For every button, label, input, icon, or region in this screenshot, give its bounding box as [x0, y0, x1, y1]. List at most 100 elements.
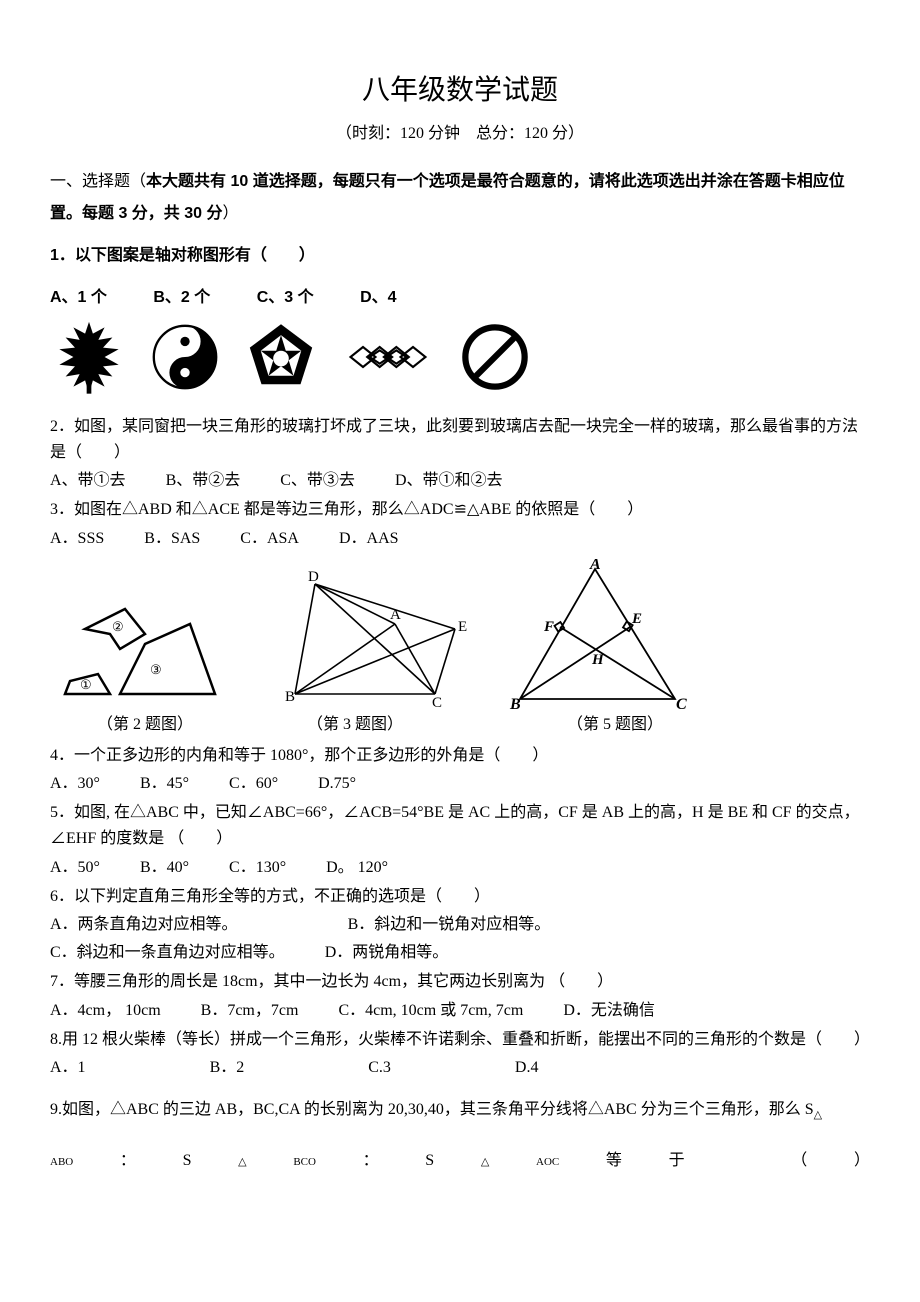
label-A: A: [390, 607, 401, 623]
yinyang-icon: [146, 318, 224, 396]
label-E: E: [458, 619, 467, 635]
section-bold: 本大题共有 10 道选择题，每题只有一个选项是最符合题意的，请将此选项选出并涂在…: [50, 173, 845, 222]
q6-options-2: C．斜边和一条直角边对应相等。 D．两锐角相等。: [50, 941, 870, 965]
q3-options: A．SSS B．SAS C．ASA D．AAS: [50, 527, 870, 551]
q1-opt-a: A、1 个: [50, 289, 107, 306]
q6-opt-b: B．斜边和一锐角对应相等。: [348, 916, 551, 933]
q9-p6: ：: [363, 1149, 379, 1173]
label-3: ③: [150, 662, 162, 677]
label-C: C: [432, 695, 442, 709]
q4-opt-b: B．45°: [140, 775, 189, 792]
q2-options: A、带①去 B、带②去 C、带③去 D、带①和②去: [50, 469, 870, 493]
page-subtitle: （时刻：120 分钟 总分：120 分）: [50, 122, 870, 146]
label-B5: B: [509, 696, 521, 709]
label-A5: A: [589, 559, 601, 573]
q3-opt-a: A．SSS: [50, 530, 104, 547]
q9-line2: ABO ： S △ BCO ： S △ AOC 等 于 （ ）: [50, 1149, 870, 1173]
caption-q3: （第 3 题图）: [240, 713, 470, 737]
q5-opt-b: B．40°: [140, 859, 189, 876]
page-title: 八年级数学试题: [50, 70, 870, 112]
question-1: 1．以下图案是轴对称图形有（ ）: [50, 244, 870, 268]
q9-p1: ABO: [50, 1154, 73, 1171]
q4-options: A．30° B．45° C．60° D.75°: [50, 772, 870, 796]
q9-p9: AOC: [536, 1154, 559, 1171]
label-F5: F: [543, 619, 554, 635]
q1-opt-b: B、2 个: [153, 289, 210, 306]
figure-q5: A B C E F H: [500, 559, 690, 709]
q8-opt-b: B．2: [210, 1059, 245, 1076]
q9-p11: 于: [669, 1149, 685, 1173]
q7-options: A．4cm， 10cm B．7cm，7cm C．4cm, 10cm 或 7cm,…: [50, 999, 870, 1023]
q8-opt-d: D.4: [515, 1059, 539, 1076]
section-prefix: 一、选择题（: [50, 173, 146, 190]
q7-opt-d: D．无法确信: [563, 1002, 655, 1019]
q9-line1: 9.如图，△ABC 的三边 AB，BC,CA 的长别离为 20,30,40，其三…: [50, 1101, 814, 1118]
q2-opt-a: A、带①去: [50, 472, 126, 489]
question-3: 3．如图在△ABD 和△ACE 都是等边三角形，那么△ADC≌△ABE 的依照是…: [50, 497, 870, 523]
q1-options: A、1 个 B、2 个 C、3 个 D、4: [50, 286, 870, 310]
q9-p4: △: [238, 1154, 246, 1171]
section-1-header: 一、选择题（本大题共有 10 道选择题，每题只有一个选项是最符合题意的，请将此选…: [50, 166, 870, 230]
q6-options: A．两条直角边对应相等。 B．斜边和一锐角对应相等。: [50, 913, 870, 937]
label-C5: C: [676, 696, 687, 709]
q1-opt-d: D、4: [360, 289, 396, 306]
q8-opt-a: A．1: [50, 1059, 86, 1076]
q9-p3: S: [183, 1149, 192, 1173]
label-1: ①: [80, 677, 92, 692]
q2-opt-b: B、带②去: [166, 472, 241, 489]
q5-opt-a: A．50°: [50, 859, 100, 876]
leaf-icon: [50, 318, 128, 396]
q7-opt-c: C．4cm, 10cm 或 7cm, 7cm: [338, 1002, 523, 1019]
caption-q5: （第 5 题图）: [500, 713, 730, 737]
q9-p7: S: [425, 1149, 434, 1173]
section-suffix: ）: [222, 205, 238, 222]
q2-opt-d: D、带①和②去: [395, 472, 503, 489]
q9-p13: ）: [854, 1149, 870, 1173]
q6-opt-a: A．两条直角边对应相等。: [50, 916, 238, 933]
symmetry-figures: [50, 318, 870, 396]
label-2: ②: [112, 619, 124, 634]
q8-options: A．1 B．2 C.3 D.4: [50, 1056, 870, 1080]
caption-q2: （第 2 题图）: [50, 713, 240, 737]
q6-opt-d: D．两锐角相等。: [325, 944, 449, 961]
diamond-pattern-icon: [338, 318, 438, 396]
q9-p2: ：: [120, 1149, 136, 1173]
label-B: B: [285, 689, 295, 705]
q9-sub1: △: [814, 1110, 822, 1122]
q9-p12: （: [791, 1149, 807, 1173]
q5-opt-d: D。 120°: [326, 859, 388, 876]
question-7: 7．等腰三角形的周长是 18cm，其中一边长为 4cm，其它两边长别离为 （ ）: [50, 969, 870, 995]
label-D: D: [308, 569, 319, 585]
figure-captions: （第 2 题图） （第 3 题图） （第 5 题图）: [50, 713, 870, 737]
figures-row: ① ② ③ D A E B C: [50, 559, 870, 709]
q4-opt-c: C．60°: [229, 775, 278, 792]
q9-p5: BCO: [293, 1154, 316, 1171]
q3-opt-d: D．AAS: [339, 530, 399, 547]
q9-p8: △: [481, 1154, 489, 1171]
q5-options: A．50° B．40° C．130° D。 120°: [50, 856, 870, 880]
figure-q2: ① ② ③: [50, 579, 230, 709]
question-8: 8.用 12 根火柴棒（等长）拼成一个三角形，火柴棒不许诺剩余、重叠和折断，能摆…: [50, 1027, 870, 1053]
q3-opt-c: C．ASA: [240, 530, 299, 547]
q1-opt-c: C、3 个: [257, 289, 314, 306]
q3-opt-b: B．SAS: [144, 530, 200, 547]
figure-q3: D A E B C: [260, 569, 470, 709]
question-2: 2．如图，某同窗把一块三角形的玻璃打坏成了三块，此刻要到玻璃店去配一块完全一样的…: [50, 414, 870, 465]
q2-opt-c: C、带③去: [280, 472, 355, 489]
question-4: 4．一个正多边形的内角和等于 1080°，那个正多边形的外角是（ ）: [50, 743, 870, 769]
question-5: 5．如图, 在△ABC 中，已知∠ABC=66°，∠ACB=54°BE 是 AC…: [50, 800, 870, 851]
q4-opt-d: D.75°: [318, 775, 356, 792]
q7-opt-a: A．4cm， 10cm: [50, 1002, 161, 1019]
q9-p10: 等: [606, 1149, 622, 1173]
q4-opt-a: A．30°: [50, 775, 100, 792]
no-entry-icon: [456, 318, 534, 396]
q6-opt-c: C．斜边和一条直角边对应相等。: [50, 944, 285, 961]
q5-opt-c: C．130°: [229, 859, 286, 876]
question-9: 9.如图，△ABC 的三边 AB，BC,CA 的长别离为 20,30,40，其三…: [50, 1094, 870, 1126]
q8-opt-c: C.3: [368, 1059, 391, 1076]
question-6: 6．以下判定直角三角形全等的方式，不正确的选项是（ ）: [50, 884, 870, 910]
pentagon-aperture-icon: [242, 318, 320, 396]
label-H5: H: [591, 652, 605, 668]
label-E5: E: [631, 611, 642, 627]
q7-opt-b: B．7cm，7cm: [201, 1002, 299, 1019]
